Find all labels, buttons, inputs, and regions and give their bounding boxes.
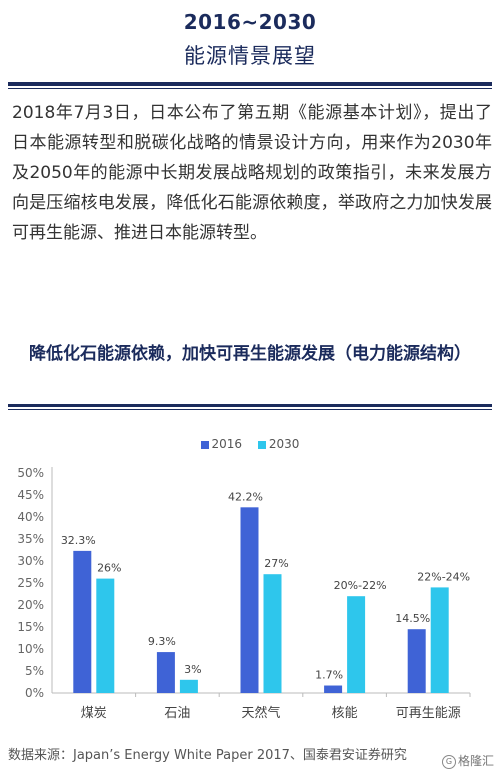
chart-legend: 2016 2030 bbox=[0, 437, 500, 451]
data-source: 数据来源：Japan’s Energy White Paper 2017、国泰君… bbox=[8, 748, 407, 763]
data-label-2030: 27% bbox=[264, 557, 288, 570]
watermark-text: 格隆汇 bbox=[457, 754, 494, 768]
legend-label-2030: 2030 bbox=[268, 437, 300, 451]
bar-2016 bbox=[240, 507, 259, 693]
data-label-2016: 14.5% bbox=[395, 612, 430, 625]
title-divider-thin bbox=[8, 88, 492, 89]
y-tick-label: 0% bbox=[25, 686, 44, 700]
data-label-2016: 32.3% bbox=[61, 534, 96, 547]
x-tick-label: 可再生能源 bbox=[396, 706, 461, 721]
bar-2030 bbox=[347, 596, 366, 693]
page-subtitle: 能源情景展望 bbox=[184, 44, 316, 68]
y-tick-label: 20% bbox=[17, 598, 44, 612]
section-title: 降低化石能源依赖，加快可再生能源发展（电力能源结构） bbox=[29, 344, 471, 364]
watermark-logo-icon: G bbox=[441, 754, 456, 769]
y-tick-label: 10% bbox=[17, 642, 44, 656]
watermark: G 格隆汇 bbox=[441, 752, 494, 769]
x-tick-label: 核能 bbox=[332, 706, 358, 721]
legend-item-2016: 2016 bbox=[200, 437, 243, 451]
y-tick-label: 15% bbox=[17, 620, 44, 634]
bar-2030 bbox=[96, 578, 115, 693]
y-tick-label: 40% bbox=[17, 510, 44, 524]
y-tick-label: 5% bbox=[25, 664, 44, 678]
data-label-2016: 9.3% bbox=[148, 635, 176, 648]
data-label-2030: 3% bbox=[184, 663, 201, 676]
bar-2016 bbox=[156, 652, 175, 693]
y-tick-label: 45% bbox=[17, 488, 44, 502]
section-divider bbox=[8, 404, 492, 407]
legend-swatch-2016 bbox=[200, 440, 209, 449]
x-tick-label: 石油 bbox=[164, 706, 190, 721]
data-label-2016: 42.2% bbox=[228, 490, 263, 503]
data-label-2030: 26% bbox=[97, 562, 121, 575]
y-tick-label: 50% bbox=[17, 466, 44, 480]
bar-chart: 0% 5% 10% 15% 20% 25% 30% 35% 40% 45% 50% 32.3% 26% 煤… bbox=[17, 466, 471, 721]
data-label-2016: 1.7% bbox=[315, 669, 343, 682]
x-tick-label: 天然气 bbox=[241, 705, 280, 721]
bar-2016 bbox=[407, 629, 426, 693]
x-tick-label: 煤炭 bbox=[81, 706, 107, 721]
title-divider bbox=[8, 82, 492, 86]
bar-2030 bbox=[179, 679, 198, 693]
bar-2030 bbox=[430, 587, 449, 693]
y-tick-label: 30% bbox=[17, 554, 44, 568]
page-title: 2016~2030 bbox=[183, 10, 317, 34]
y-tick-label: 25% bbox=[17, 576, 44, 590]
legend-label-2016: 2016 bbox=[211, 437, 243, 451]
legend-swatch-2030 bbox=[257, 440, 266, 449]
bar-2016 bbox=[324, 685, 343, 693]
section-divider-thin bbox=[8, 409, 492, 410]
intro-paragraph: 2018年7月3日，日本公布了第五期《能源基本计划》，提出了日本能源转型和脱碳化… bbox=[12, 103, 492, 243]
bar-2030 bbox=[263, 574, 282, 693]
bar-2016 bbox=[73, 550, 92, 693]
y-tick-label: 35% bbox=[17, 532, 44, 546]
chart-container: 0% 5% 10% 15% 20% 25% 30% 35% 40% 45% 50% 32.3% 26% 煤… bbox=[0, 425, 500, 735]
legend-item-2030: 2030 bbox=[257, 437, 300, 451]
data-label-2030: 22%-24% bbox=[417, 570, 470, 583]
data-label-2030: 20%-22% bbox=[334, 579, 387, 592]
